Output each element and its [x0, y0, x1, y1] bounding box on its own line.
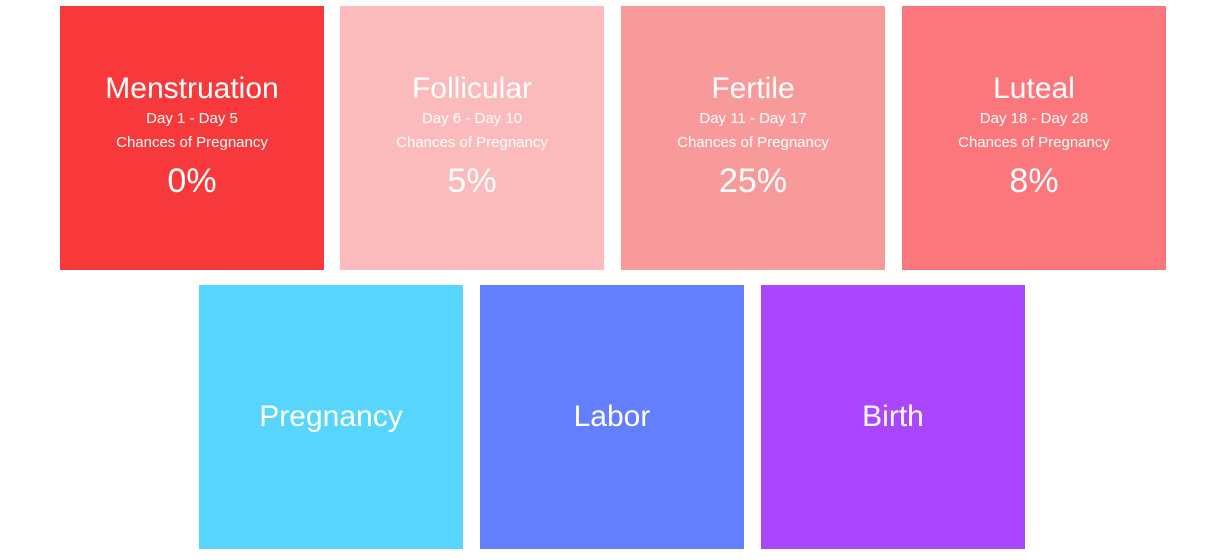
phase-day-range: Day 11 - Day 17	[699, 110, 807, 127]
pregnancy-chance-value: 0%	[167, 162, 217, 200]
phase-name: Menstruation	[105, 72, 279, 105]
phase-name: Fertile	[711, 72, 795, 105]
phase-name: Follicular	[411, 72, 533, 105]
pregnancy-chance-value: 8%	[1009, 162, 1059, 200]
pregnancy-chance-label: Chances of Pregnancy	[677, 134, 829, 151]
phase-day-range: Day 18 - Day 28	[979, 110, 1089, 127]
phase-tile-follicular[interactable]: Follicular Day 6 - Day 10 Chances of Pre…	[340, 6, 604, 270]
phase-tile-luteal[interactable]: Luteal Day 18 - Day 28 Chances of Pregna…	[902, 6, 1166, 270]
pregnancy-chance-value: 5%	[447, 162, 497, 200]
phase-day-range: Day 6 - Day 10	[421, 110, 523, 127]
stage-name: Pregnancy	[259, 400, 403, 433]
stage-tile-birth[interactable]: Birth	[761, 285, 1025, 549]
stage-tile-labor[interactable]: Labor	[480, 285, 744, 549]
pregnancy-chance-value: 25%	[718, 162, 788, 200]
pregnancy-chance-label: Chances of Pregnancy	[396, 134, 548, 151]
stage-name: Birth	[862, 400, 924, 433]
phase-name: Luteal	[993, 72, 1075, 105]
stage-name: Labor	[573, 400, 651, 433]
phase-tile-fertile[interactable]: Fertile Day 11 - Day 17 Chances of Pregn…	[621, 6, 885, 270]
phase-tile-menstruation[interactable]: Menstruation Day 1 - Day 5 Chances of Pr…	[60, 6, 324, 270]
phase-day-range: Day 1 - Day 5	[146, 110, 238, 127]
pregnancy-chance-label: Chances of Pregnancy	[116, 134, 268, 151]
pregnancy-chance-label: Chances of Pregnancy	[958, 134, 1110, 151]
stage-tile-pregnancy[interactable]: Pregnancy	[199, 285, 463, 549]
